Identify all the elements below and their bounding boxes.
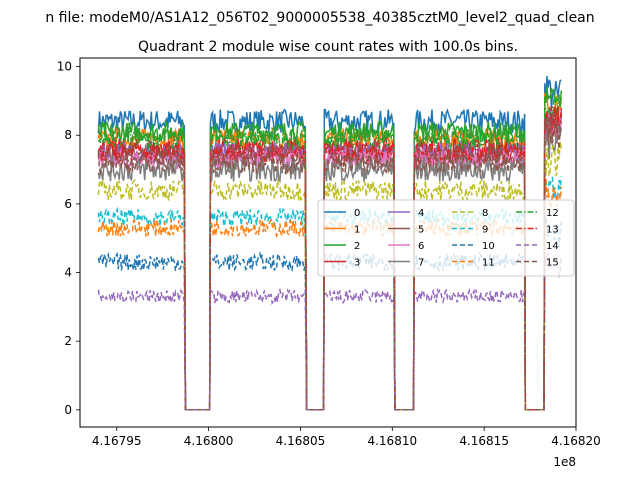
legend-label-3: 3 — [354, 258, 360, 269]
x-tick-label: 4.16815 — [459, 434, 509, 448]
legend-label-0: 0 — [354, 208, 360, 219]
y-tick-label: 6 — [64, 197, 72, 211]
legend-label-1: 1 — [354, 225, 360, 236]
y-tick-label: 2 — [64, 334, 72, 348]
legend-label-13: 13 — [546, 225, 559, 236]
y-tick-label: 8 — [64, 128, 72, 142]
y-tick-label: 0 — [64, 403, 72, 417]
series-line-13 — [97, 105, 563, 411]
series-line-12 — [97, 94, 563, 411]
figure-suptitle: n file: modeM0/AS1A12_056T02_9000005538_… — [45, 10, 594, 26]
x-tick-label: 4.16820 — [551, 434, 601, 448]
legend-label-8: 8 — [482, 208, 488, 219]
x-offset-label: 1e8 — [553, 455, 576, 469]
legend-label-15: 15 — [546, 258, 559, 269]
legend-label-5: 5 — [418, 225, 424, 236]
y-tick-label: 10 — [57, 60, 72, 74]
y-axis: 0 2 4 6 8 10 — [57, 60, 80, 417]
legend-label-14: 14 — [546, 241, 559, 252]
legend-label-2: 2 — [354, 241, 360, 252]
legend-label-7: 7 — [418, 258, 424, 269]
legend-box — [317, 199, 575, 277]
x-tick-label: 4.16810 — [367, 434, 417, 448]
x-tick-label: 4.16800 — [184, 434, 234, 448]
legend-label-12: 12 — [546, 208, 559, 219]
series-line-14 — [97, 252, 563, 411]
plot-frame — [79, 57, 577, 428]
legend-label-11: 11 — [482, 258, 495, 269]
legend-label-10: 10 — [482, 241, 495, 252]
series-line-15 — [97, 117, 563, 411]
x-axis: 4.16795 4.16800 4.16805 4.16810 4.16815 4.168… — [92, 427, 601, 448]
legend-label-4: 4 — [418, 208, 424, 219]
y-tick-label: 4 — [64, 266, 72, 280]
series-line-8 — [97, 141, 563, 411]
legend-label-9: 9 — [482, 225, 488, 236]
x-tick-label: 4.16795 — [92, 434, 142, 448]
legend-label-6: 6 — [418, 241, 424, 252]
chart-title: Quadrant 2 module wise count rates with … — [138, 39, 518, 55]
x-tick-label: 4.16805 — [276, 434, 326, 448]
